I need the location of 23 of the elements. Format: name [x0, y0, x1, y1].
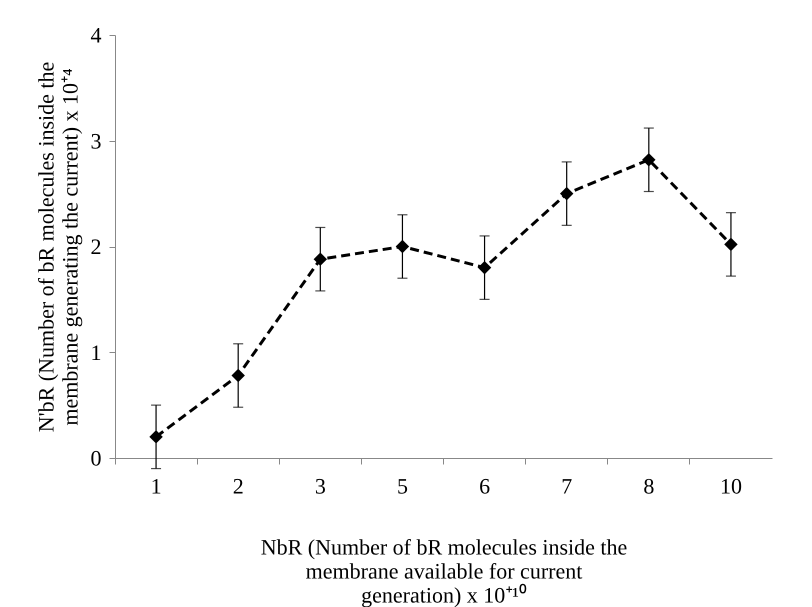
point — [478, 260, 492, 274]
x-tick-label: 8 — [643, 474, 654, 498]
y-tick-label: 2 — [90, 234, 102, 259]
y-tick-label: 4 — [90, 22, 102, 48]
x-tick-label: 2 — [232, 474, 244, 498]
y-tick-label: 0 — [90, 446, 102, 470]
point — [231, 368, 245, 382]
x-tick-label: 5 — [396, 474, 408, 498]
x-tick-label: 7 — [561, 474, 572, 498]
point — [314, 252, 328, 266]
x-tick-label: 6 — [479, 474, 490, 498]
x-tick-label: 10 — [720, 474, 742, 498]
x-axis-title: NbR (Number of bR molecules inside the membrane available for current generation) x 10⁺¹⁰ — [260, 534, 628, 607]
point — [642, 153, 656, 166]
point — [560, 186, 574, 200]
x-tick-label: 3 — [314, 474, 326, 498]
point — [396, 240, 410, 254]
point — [149, 430, 163, 444]
y-tick-label: 3 — [90, 128, 102, 154]
y-axis-title: N'bR (Number of bR molecules inside the membrane generating the current) x 10⁺⁴ — [34, 62, 82, 432]
x-tick-label: 1 — [150, 474, 162, 498]
point — [724, 238, 738, 252]
y-tick-label: 1 — [90, 340, 102, 365]
